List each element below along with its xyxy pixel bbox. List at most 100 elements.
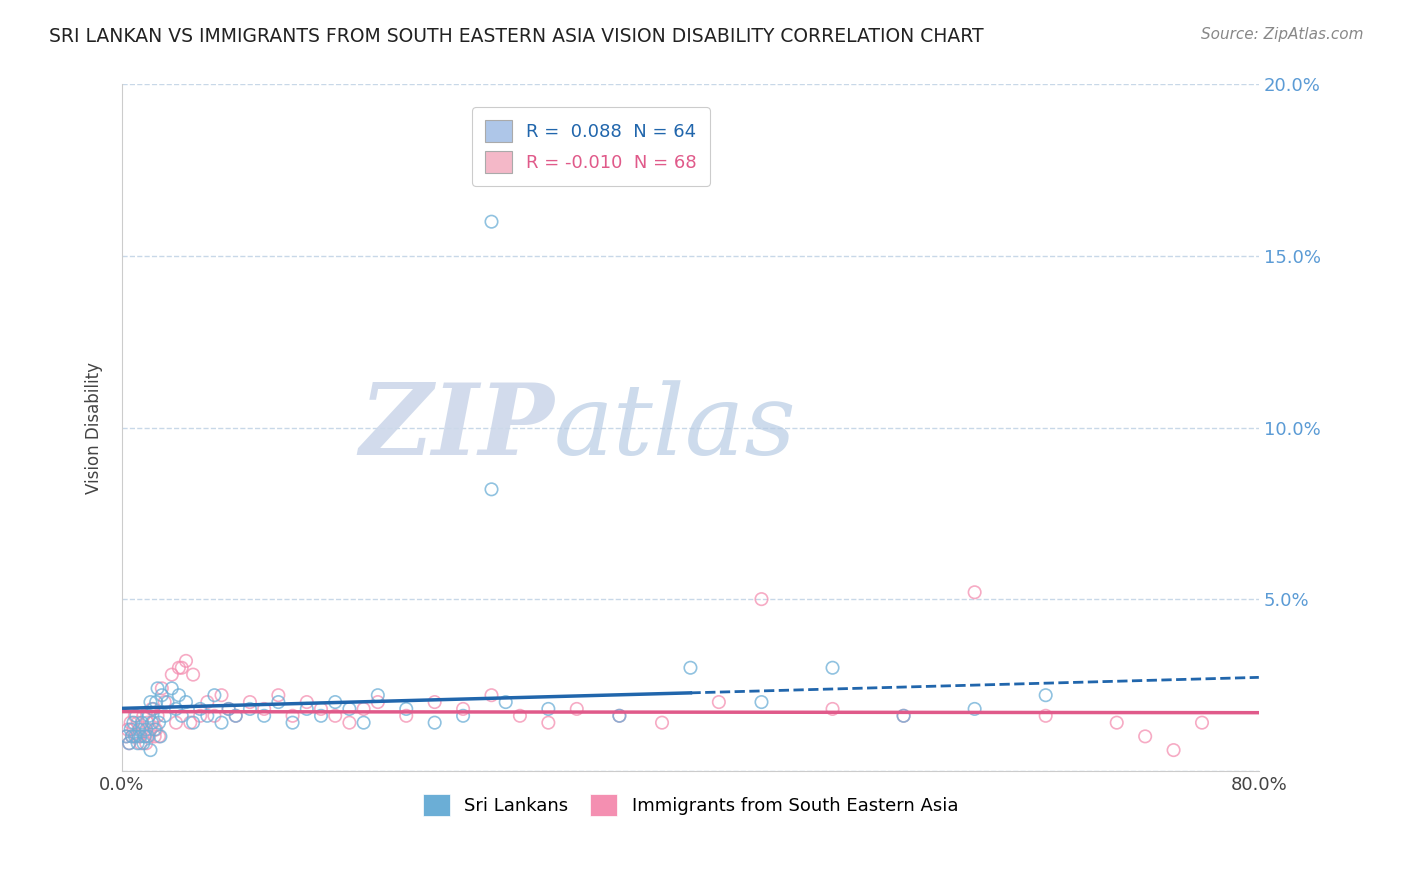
Point [211,688,233,702]
Point [143,723,166,737]
Point [963,702,986,716]
Point [129,730,152,744]
Point [139,743,162,757]
Point [132,708,155,723]
Point [495,695,517,709]
Point [1035,708,1057,723]
Point [131,715,153,730]
Point [339,702,361,716]
Point [367,688,389,702]
Point [122,715,145,730]
Point [138,708,160,723]
Point [188,708,211,723]
Point [181,715,204,730]
Point [451,708,474,723]
Point [195,695,218,709]
Point [120,723,142,737]
Point [225,708,247,723]
Point [1105,715,1128,730]
Point [138,730,160,744]
Point [339,715,361,730]
Point [295,702,318,716]
Point [167,661,190,675]
Point [139,695,162,709]
Point [395,708,418,723]
Point [323,695,346,709]
Point [707,695,730,709]
Point [160,681,183,696]
Point [135,723,157,737]
Point [651,715,673,730]
Point [146,681,169,696]
Point [167,688,190,702]
Point [142,702,165,716]
Point [295,695,318,709]
Point [353,715,375,730]
Point [115,730,138,744]
Point [115,730,138,744]
Point [174,654,197,668]
Y-axis label: Vision Disability: Vision Disability [86,361,103,493]
Text: Source: ZipAtlas.com: Source: ZipAtlas.com [1201,27,1364,42]
Point [121,730,143,744]
Point [323,708,346,723]
Point [565,702,588,716]
Point [136,730,159,744]
Point [423,715,446,730]
Point [253,702,276,716]
Point [451,702,474,716]
Point [225,708,247,723]
Point [118,736,141,750]
Point [132,736,155,750]
Point [125,730,148,744]
Point [218,702,240,716]
Point [821,661,844,675]
Point [145,723,167,737]
Point [1191,715,1213,730]
Point [202,708,225,723]
Point [367,695,389,709]
Point [195,708,218,723]
Point [395,702,418,716]
Point [165,715,187,730]
Point [174,695,197,709]
Point [150,688,173,702]
Point [537,702,560,716]
Point [128,723,150,737]
Point [141,715,163,730]
Point [963,585,986,599]
Point [122,723,145,737]
Point [127,736,149,750]
Point [751,695,773,709]
Point [821,702,844,716]
Point [188,702,211,716]
Point [141,702,163,716]
Point [156,695,179,709]
Point [309,702,332,716]
Point [309,708,332,723]
Legend: Sri Lankans, Immigrants from South Eastern Asia: Sri Lankans, Immigrants from South Easte… [416,787,966,823]
Point [481,215,503,229]
Point [128,730,150,744]
Point [142,715,165,730]
Point [129,736,152,750]
Point [481,483,503,497]
Point [751,592,773,607]
Text: ZIP: ZIP [359,379,554,475]
Point [423,695,446,709]
Point [1163,743,1185,757]
Point [1035,688,1057,702]
Point [127,715,149,730]
Point [121,730,143,744]
Point [609,708,631,723]
Point [281,715,304,730]
Text: atlas: atlas [554,380,797,475]
Point [118,736,141,750]
Point [267,695,290,709]
Text: SRI LANKAN VS IMMIGRANTS FROM SOUTH EASTERN ASIA VISION DISABILITY CORRELATION C: SRI LANKAN VS IMMIGRANTS FROM SOUTH EAST… [49,27,984,45]
Point [120,715,142,730]
Point [160,667,183,681]
Point [211,715,233,730]
Point [170,708,193,723]
Point [179,715,201,730]
